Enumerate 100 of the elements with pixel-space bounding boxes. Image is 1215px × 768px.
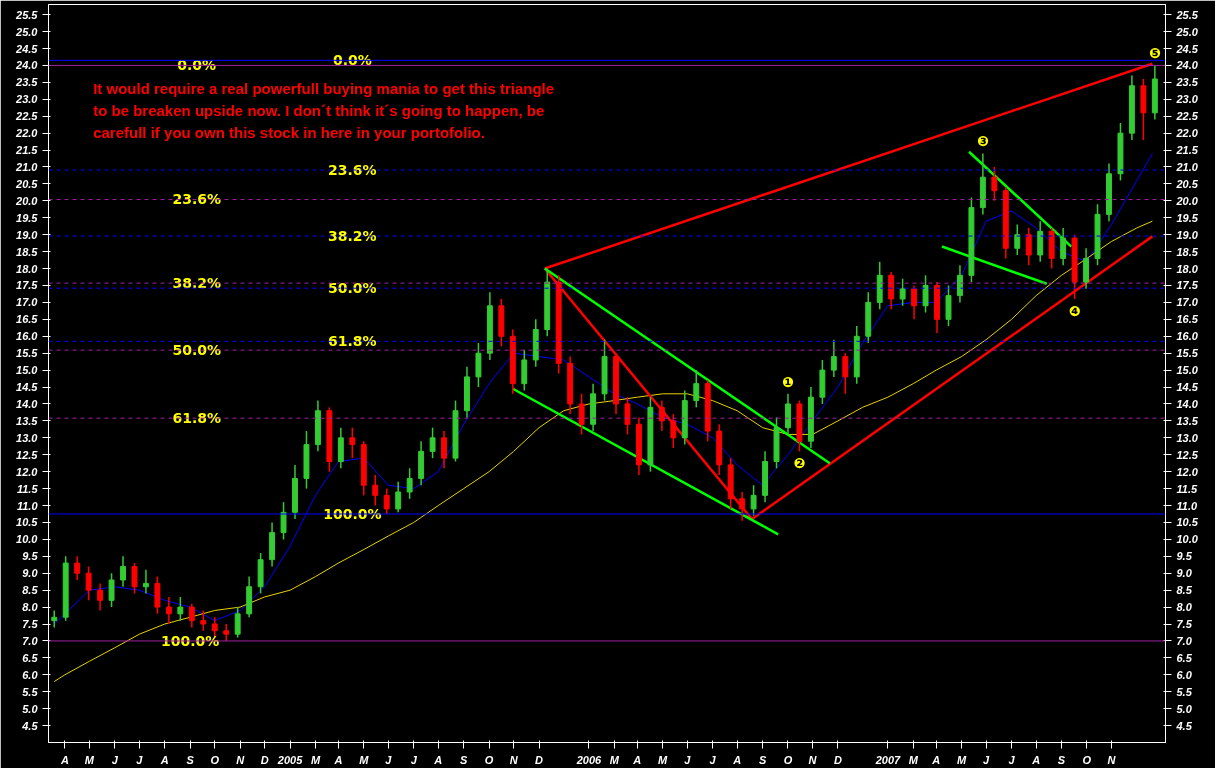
annotation: 23.6%	[328, 162, 377, 179]
y2-tick-label: 16.0	[1176, 330, 1199, 343]
y2-tick-label: 8.5	[1176, 584, 1193, 597]
y-tick-label: 6.0	[22, 668, 39, 681]
y-tick-label: 24.0	[15, 59, 39, 72]
y-tick-label: 13.0	[16, 431, 39, 444]
x-tick-label: O	[484, 753, 494, 766]
x-tick-label: O	[210, 753, 220, 766]
y2-tick-label: 23.5	[1175, 76, 1199, 89]
y-tick-label: 15.5	[16, 347, 39, 360]
y-tick-label: 22.5	[15, 110, 39, 123]
y-tick-label: 13.5	[16, 414, 39, 427]
x-tick-label: A	[732, 753, 742, 766]
y-tick-label: 21.5	[15, 144, 39, 157]
y2-tick-label: 25.5	[1175, 8, 1199, 21]
y2-tick-label: 22.0	[1175, 127, 1199, 140]
annotation: 38.2%	[172, 275, 222, 292]
y2-tick-label: 9.5	[1176, 550, 1193, 563]
y-tick-label: 11.5	[16, 482, 39, 495]
y-tick-label: 4.5	[21, 719, 39, 732]
x-tick-label: J	[410, 753, 418, 766]
x-tick-label: A	[931, 753, 941, 766]
y2-tick-label: 24.0	[1175, 59, 1199, 72]
y-tick-label: 14.5	[16, 381, 39, 394]
y2-tick-label: 19.0	[1176, 228, 1199, 241]
x-tick-label: A	[632, 753, 642, 766]
x-tick-label: D	[260, 753, 269, 766]
y-tick-label: 8.5	[22, 584, 39, 597]
y2-tick-label: 6.5	[1176, 651, 1193, 664]
y-tick-label: 6.5	[22, 651, 39, 664]
y-tick-label: 16.0	[16, 330, 39, 343]
y-tick-label: 20.5	[15, 177, 39, 190]
y-tick-label: 12.0	[16, 465, 39, 478]
x-tick-label: S	[186, 753, 195, 766]
y2-tick-label: 16.5	[1176, 313, 1199, 326]
x-tick-label: M	[310, 753, 321, 766]
y-tick-label: 7.0	[22, 634, 39, 647]
y-tick-label: 23.5	[15, 76, 39, 89]
y2-tick-label: 12.0	[1176, 465, 1199, 478]
y2-tick-label: 7.0	[1176, 634, 1193, 647]
y2-tick-label: 5.0	[1176, 702, 1193, 715]
annotation: 61.8%	[172, 410, 222, 427]
annotation: ❸	[976, 133, 989, 150]
y2-tick-label: 15.0	[1176, 364, 1199, 377]
x-tick-label: N	[236, 753, 246, 766]
y-tick-label: 9.0	[22, 567, 39, 580]
y2-tick-label: 5.5	[1176, 685, 1193, 698]
annotation: 50.0%	[328, 280, 377, 297]
y2-tick-label: 19.5	[1176, 211, 1199, 224]
annotation: ❹	[1068, 303, 1081, 320]
y2-tick-label: 15.5	[1176, 347, 1199, 360]
y2-tick-label: 7.5	[1176, 618, 1193, 631]
x-tick-label: O	[783, 753, 793, 766]
annotation: 38.2%	[328, 228, 377, 245]
x-tick-label: D	[833, 753, 842, 766]
y2-tick-label: 11.5	[1176, 482, 1198, 495]
x-tick-label: M	[957, 753, 968, 766]
y-tick-label: 7.5	[22, 618, 39, 631]
y2-tick-label: 6.0	[1176, 668, 1193, 681]
x-tick-label: 2007	[874, 753, 902, 766]
y-tick-label: 14.0	[16, 397, 39, 410]
annotation: ❶	[782, 373, 795, 390]
y-tick-label: 15.0	[16, 364, 39, 377]
y-tick-label: 16.5	[16, 313, 39, 326]
y-tick-label: 19.0	[16, 228, 39, 241]
y2-tick-label: 17.5	[1176, 279, 1199, 292]
x-tick-label: J	[709, 753, 717, 766]
x-tick-label: D	[535, 753, 544, 766]
y-tick-label: 22.0	[15, 127, 39, 140]
y-tick-label: 11.0	[16, 499, 39, 512]
y-tick-label: 20.0	[15, 194, 39, 207]
x-tick-label: M	[908, 753, 919, 766]
annotation: It would require a real powerfull buying mania to get this triangle to be breaken upside now. I don´t think it´s going to happen, be carefull if you own this stock in here in your portofolio.	[93, 79, 555, 142]
y-tick-label: 24.5	[15, 42, 39, 55]
x-tick-label: S	[460, 753, 469, 766]
annotation: 50.0%	[172, 342, 222, 359]
x-tick-label: M	[609, 753, 620, 766]
x-tick-label: M	[359, 753, 370, 766]
y2-tick-label: 8.0	[1176, 601, 1193, 614]
y2-tick-label: 24.5	[1175, 42, 1199, 55]
x-tick-label: J	[684, 753, 692, 766]
annotation: 23.6%	[172, 191, 222, 208]
x-tick-label: M	[84, 753, 95, 766]
x-tick-label: M	[658, 753, 669, 766]
y2-tick-label: 9.0	[1176, 567, 1193, 580]
y2-tick-label: 10.0	[1176, 533, 1199, 546]
y-tick-label: 5.0	[22, 702, 39, 715]
y2-tick-label: 10.5	[1176, 516, 1199, 529]
y-tick-label: 17.5	[16, 279, 39, 292]
y2-tick-label: 20.0	[1175, 194, 1199, 207]
x-tick-label: N	[509, 753, 519, 766]
y-tick-label: 18.0	[16, 262, 39, 275]
y2-tick-label: 18.5	[1176, 245, 1199, 258]
x-tick-label: J	[983, 753, 991, 766]
x-tick-label: A	[159, 753, 169, 766]
y-tick-label: 12.5	[16, 448, 39, 461]
annotation: ❷	[793, 455, 806, 472]
x-tick-label: J	[111, 753, 119, 766]
y2-tick-label: 21.5	[1175, 144, 1199, 157]
y-tick-label: 25.5	[15, 8, 39, 21]
